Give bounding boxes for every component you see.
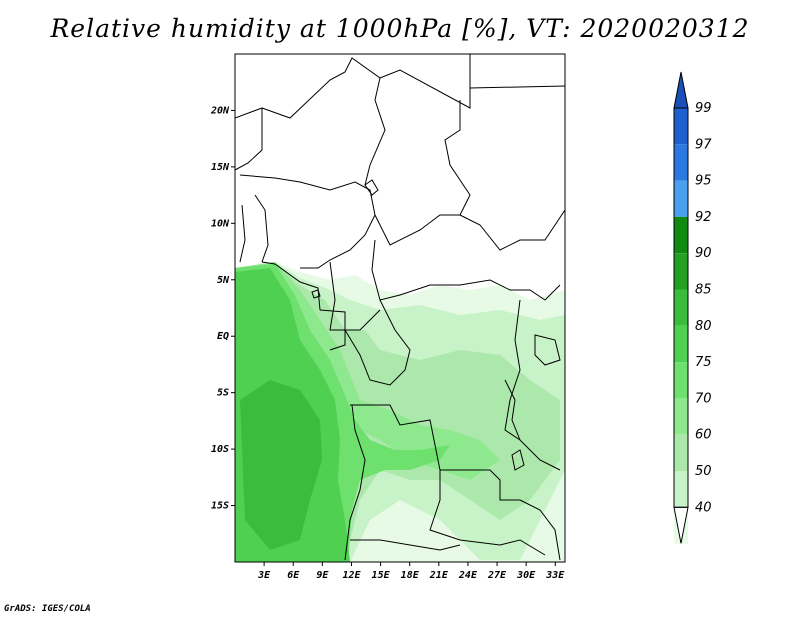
- colorbar-swatch: [674, 398, 688, 435]
- lon-tick-label: 21E: [429, 570, 449, 581]
- border-niger-chad: [379, 54, 471, 109]
- border-cameroon: [329, 261, 381, 331]
- lat-tick-label: EQ: [217, 331, 229, 342]
- border-nigeria-north: [239, 174, 376, 216]
- colorbar-swatch: [674, 289, 688, 326]
- colorbar-swatch: [674, 325, 688, 363]
- colorbar-label: 97: [695, 137, 712, 152]
- colorbar-swatch: [674, 108, 688, 145]
- border-car-south: [371, 239, 561, 301]
- colorbar-swatch: [674, 362, 688, 399]
- lat-tick-label: 5N: [217, 275, 230, 286]
- lon-tick-label: 15E: [372, 570, 391, 581]
- border-zambia-east: [519, 499, 561, 561]
- border-togo: [239, 204, 246, 263]
- country-borders: [235, 54, 565, 561]
- colorbar-swatch: [674, 180, 688, 217]
- lon-tick-label: 24E: [458, 570, 478, 581]
- lon-tick-label: 33E: [545, 570, 565, 581]
- map-frame: [234, 53, 566, 563]
- lat-tick-label: 20N: [210, 105, 230, 116]
- island-bioko: [311, 289, 321, 299]
- lon-tick-label: 9E: [316, 570, 329, 581]
- lon-tick-label: 3E: [257, 570, 271, 581]
- border-namibia: [350, 539, 461, 551]
- lat-tick-label: 15S: [211, 501, 229, 512]
- colorbar-swatch: [674, 471, 688, 508]
- colorbar-label: 70: [695, 391, 712, 406]
- colorbar: 99 97 95 92 90 85 80 75 70 60 50 40: [673, 71, 712, 544]
- colorbar-label: 95: [695, 174, 712, 189]
- grads-credit: GrADS: IGES/COLA: [4, 604, 91, 614]
- colorbar-swatch: [674, 253, 688, 290]
- colorbar-label: 90: [695, 246, 712, 261]
- colorbar-top-arrow: [673, 71, 689, 109]
- colorbar-swatch: [674, 144, 688, 181]
- colorbar-label: 85: [695, 283, 712, 298]
- border-gabon: [319, 309, 346, 351]
- colorbar-outline: [673, 107, 689, 508]
- humidity-field: [235, 54, 565, 562]
- border-sudan-south: [459, 209, 565, 251]
- border-chad-sudan: [469, 85, 565, 89]
- colorbar-label: 75: [695, 355, 712, 370]
- lon-tick-label: 27E: [487, 570, 507, 581]
- border-angola-zambia: [429, 470, 546, 556]
- colorbar-swatch: [674, 216, 688, 254]
- border-lake-tanganyika: [504, 379, 521, 441]
- coastline-angola: [344, 404, 366, 561]
- border-drc-east: [504, 299, 561, 471]
- map-title: Relative humidity at 1000hPa [%], VT: 20…: [50, 14, 750, 43]
- lat-tick-label: 10N: [211, 218, 230, 229]
- border-nigeria-east: [300, 214, 376, 269]
- border-drc-angola: [350, 404, 520, 501]
- colorbar-label: 60: [695, 428, 712, 443]
- border-lake-victoria: [534, 334, 561, 366]
- border-congo: [344, 299, 411, 386]
- border-benin: [254, 194, 269, 263]
- lake-chad: [364, 179, 379, 196]
- coastline-gulf: [261, 261, 321, 311]
- lon-tick-label: 18E: [401, 570, 420, 581]
- border-west-africa: [235, 107, 263, 171]
- lake-mweru: [511, 449, 525, 471]
- humidity-region-85: [240, 380, 322, 550]
- border-mali-niger: [261, 57, 386, 186]
- lon-tick-label: 6E: [287, 570, 300, 581]
- lat-tick-label: 10S: [211, 444, 229, 455]
- lat-tick-label: 5S: [217, 388, 229, 399]
- latitude-axis: 20N 15N 10N 5N EQ 5S 10S 15S: [210, 105, 235, 512]
- lat-tick-label: 15N: [211, 162, 230, 173]
- colorbar-label: 92: [695, 210, 712, 225]
- colorbar-label: 40: [695, 500, 712, 515]
- colorbar-label: 50: [695, 464, 712, 479]
- colorbar-swatch: [674, 434, 688, 471]
- lon-tick-label: 12E: [342, 570, 361, 581]
- lon-tick-label: 30E: [516, 570, 536, 581]
- colorbar-label: 99: [695, 101, 712, 116]
- border-chad-car: [374, 100, 471, 246]
- colorbar-label: 80: [695, 319, 712, 334]
- longitude-axis: 3E 6E 9E 12E 15E 18E 21E 24E 27E 30E 33E: [257, 562, 565, 581]
